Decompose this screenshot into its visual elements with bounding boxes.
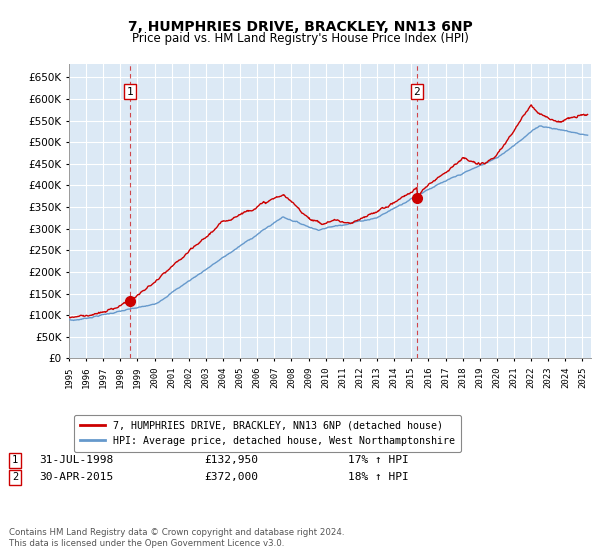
Text: 1: 1 [12,455,18,465]
Text: 17% ↑ HPI: 17% ↑ HPI [348,455,409,465]
Text: £372,000: £372,000 [204,472,258,482]
Legend: 7, HUMPHRIES DRIVE, BRACKLEY, NN13 6NP (detached house), HPI: Average price, det: 7, HUMPHRIES DRIVE, BRACKLEY, NN13 6NP (… [74,415,461,452]
Text: 18% ↑ HPI: 18% ↑ HPI [348,472,409,482]
Text: 2: 2 [12,472,18,482]
Text: 1: 1 [127,87,134,97]
Text: 2: 2 [413,87,421,97]
Text: 7, HUMPHRIES DRIVE, BRACKLEY, NN13 6NP: 7, HUMPHRIES DRIVE, BRACKLEY, NN13 6NP [128,20,472,34]
Text: £132,950: £132,950 [204,455,258,465]
Text: Price paid vs. HM Land Registry's House Price Index (HPI): Price paid vs. HM Land Registry's House … [131,32,469,45]
Text: 31-JUL-1998: 31-JUL-1998 [39,455,113,465]
Text: Contains HM Land Registry data © Crown copyright and database right 2024.
This d: Contains HM Land Registry data © Crown c… [9,528,344,548]
Text: 30-APR-2015: 30-APR-2015 [39,472,113,482]
